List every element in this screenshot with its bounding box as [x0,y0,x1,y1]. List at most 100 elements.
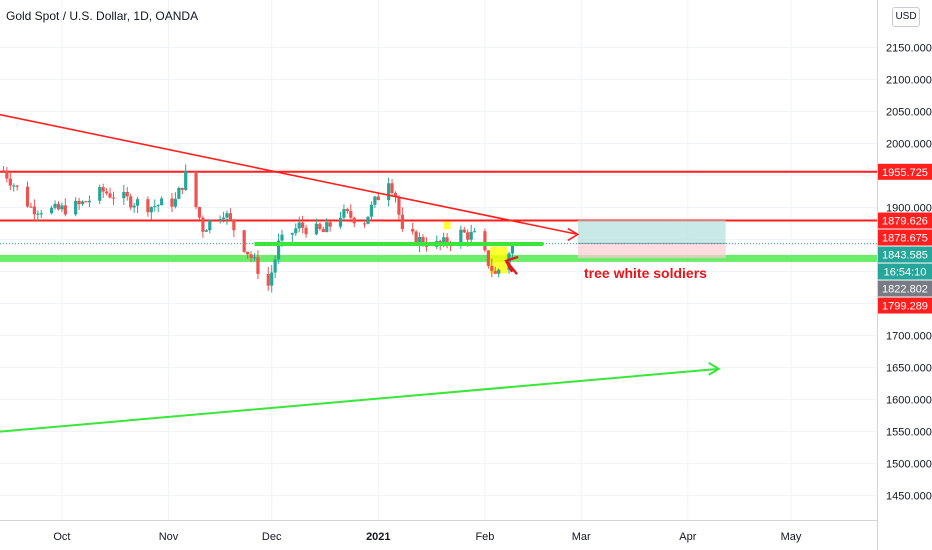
candle-body [160,198,164,206]
candle-body [15,185,19,187]
price-label-box [878,212,932,229]
price-tick-label: 1650.000 [886,363,932,375]
candle-body [459,229,463,245]
candle-body [294,228,298,234]
candle-body [290,233,294,235]
candle-body [338,217,343,227]
price-tick-label: 1550.000 [886,427,932,439]
candle-body [74,200,78,215]
candle-body [108,193,112,198]
time-tick-label: Apr [679,531,696,543]
candle-body [208,220,212,231]
candle-body [321,229,325,233]
candle-body [373,196,377,205]
candle-body [156,205,160,207]
price-tick-label: 1900.000 [886,202,932,214]
candle-body [201,217,205,232]
candle-body [242,230,246,252]
currency-button[interactable]: USD [892,7,920,27]
candle-body [318,223,322,230]
price-tick-label: 2000.000 [886,138,932,150]
candle-body [25,186,30,207]
candle-body [249,254,253,259]
candle-body [466,232,470,240]
candle-body [80,201,85,205]
candle-body [445,237,449,244]
candle-body [276,240,281,260]
candle-body [390,183,394,193]
price-labels: 1955.725 1879.626 1878.675 1843.585 16:54:10… [878,163,932,314]
chart-title: Gold Spot / U.S. Dollar, 1D, OANDA [6,9,199,23]
candle-body [184,170,188,190]
price-label-text: 1955.725 [882,167,928,179]
candle-body [314,223,319,235]
price-tick-label: 1700.000 [886,331,932,343]
candle-body [194,170,198,208]
candle-body [414,231,418,245]
candle-body [87,200,92,203]
price-label-box [878,163,932,180]
price-label-text: 1878.675 [882,233,928,245]
price-label-text: 1799.289 [882,301,928,313]
candle-body [173,198,177,207]
time-tick-label: 2021 [366,531,390,543]
candle-body [411,228,415,232]
candle-body [369,204,374,217]
candle-body [125,192,129,197]
annotation-text: tree white soldiers [584,265,707,281]
price-label-box [878,263,932,280]
highlight-box [443,221,451,230]
trendline-down [0,113,578,236]
position-target-zone [577,220,726,244]
candle-body [297,222,301,229]
price-label-box [878,246,932,263]
candle-body [397,196,401,215]
candle-body [486,250,490,266]
candle-body [342,209,346,218]
candle-body [221,217,226,220]
candle-body [60,205,64,210]
candle-body [507,253,511,270]
highlight-box [490,246,508,274]
price-label-text: 16:54:10 [884,267,927,279]
candle-body [153,206,157,208]
candle-body [228,213,233,220]
candle-body [197,207,202,218]
candle-body [111,197,116,199]
candle-body [366,216,370,224]
candle-body [132,205,136,208]
candle-body [232,219,236,231]
support-zone [0,254,877,262]
price-tick-label: 2150.000 [886,42,932,54]
trendline-up [0,367,719,433]
price-tick-label: 1450.000 [886,491,932,503]
candle-body [393,192,398,197]
price-tick-label: 2100.000 [886,74,932,86]
candle-body [122,192,126,199]
time-tick-label: May [781,531,802,543]
price-label-text: 1822.802 [882,284,928,296]
price-label-box [878,229,932,246]
trendline-up-arrowhead [708,362,721,376]
candle-body [49,207,54,214]
candle-body [462,229,466,233]
candle-body [225,213,229,218]
time-tick-label: Dec [262,531,282,543]
candle-body [146,199,150,213]
price-label-text: 1879.626 [882,216,928,228]
candle-body [493,271,497,274]
candle-body [490,265,494,272]
candle-body [256,257,260,274]
candle-body [29,206,33,208]
candle-body [53,203,57,208]
candle-body [328,222,332,227]
candle-body [170,198,174,207]
candle-body [510,243,515,254]
price-tick-label: 1500.000 [886,459,932,471]
candle-body [473,231,477,233]
candle-body [349,211,353,218]
candle-body [5,170,9,179]
candle-body [1,170,6,172]
